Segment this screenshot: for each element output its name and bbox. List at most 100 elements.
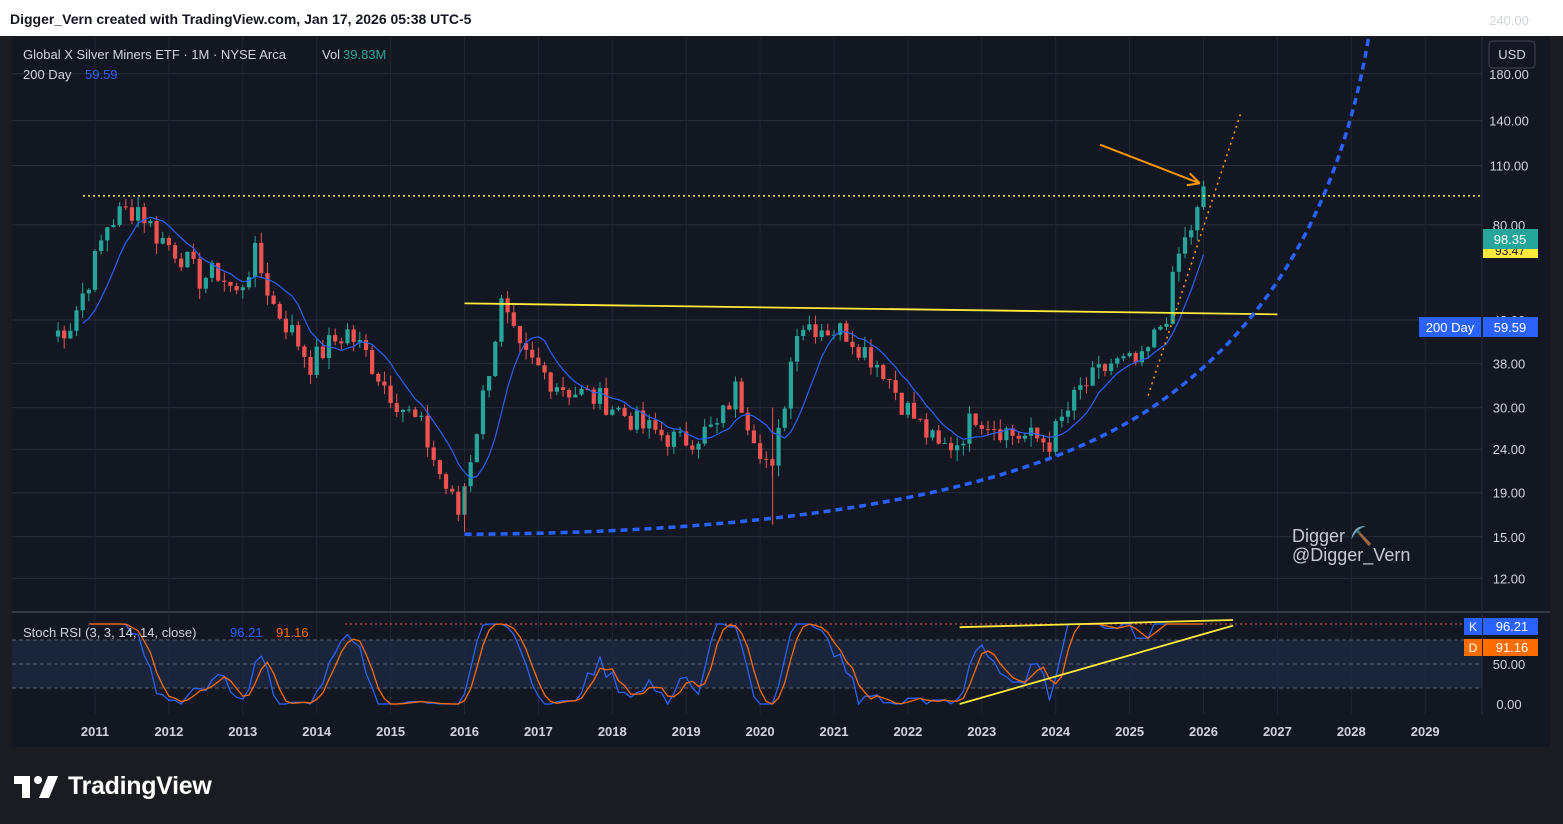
candle-body (480, 390, 486, 435)
candle-body (320, 346, 325, 359)
candle-body (376, 373, 381, 382)
candle-body (604, 388, 609, 415)
candle-body (942, 443, 947, 445)
time-tick-label: 2025 (1115, 724, 1144, 739)
candle-body (1176, 253, 1181, 272)
stoch-drawings (959, 619, 1234, 705)
candle-body (610, 409, 615, 415)
watermark-name: Digger ⛏️ (1292, 525, 1372, 546)
candle-body (924, 419, 929, 438)
overlays (82, 37, 1482, 537)
candle-body (456, 491, 461, 515)
candle-body (776, 427, 781, 466)
candle-body (265, 273, 270, 296)
stoch-k-value: 96.21 (230, 625, 263, 640)
ma-legend-value: 59.59 (85, 67, 118, 82)
tradingview-logo-icon (14, 775, 58, 798)
time-axis[interactable]: 2011 2012 2013 2014 2015 2016 2017 2018 2019 2020… (81, 724, 1440, 739)
candle-body (868, 347, 874, 368)
candle-body (55, 330, 61, 337)
footer (0, 747, 1563, 824)
candle-body (677, 431, 683, 433)
stoch-d-tag: D 91.16 (1464, 639, 1538, 656)
candle-body (536, 357, 541, 366)
candle-body (209, 262, 215, 278)
symbol-title: Global X Silver Miners ETF · 1M · NYSE A… (23, 47, 287, 62)
candle-body (406, 409, 412, 411)
price-tick-label: 240.00 (1489, 13, 1529, 28)
candles (55, 180, 1206, 532)
candle-body (228, 281, 233, 286)
candle-body (622, 407, 627, 416)
price-tick-label: 110.00 (1490, 159, 1529, 174)
candle-body (819, 330, 824, 338)
candle-body (647, 420, 652, 429)
candle-body (782, 408, 787, 428)
candle-body (1145, 347, 1151, 352)
svg-text:91.16: 91.16 (1496, 640, 1529, 655)
candle-body (702, 426, 707, 444)
candle-body (684, 431, 689, 446)
time-tick-label: 2013 (228, 724, 257, 739)
candle-body (1010, 428, 1015, 436)
candle-body (1133, 353, 1138, 363)
candle-body (388, 385, 393, 404)
candle-body (899, 392, 904, 415)
candle-body (1059, 416, 1064, 422)
candle-body (1195, 207, 1200, 231)
candle-body (653, 420, 658, 430)
candle-body (302, 346, 307, 358)
candle-body (142, 207, 147, 224)
candle-body (505, 298, 510, 313)
candle-body (955, 445, 960, 451)
candle-body (308, 357, 313, 375)
candle-body (1201, 186, 1206, 208)
tradingview-logo[interactable]: TradingView (14, 772, 212, 801)
stoch-rising-trendline (959, 624, 1234, 705)
time-tick-label: 2012 (154, 724, 183, 739)
candle-body (708, 424, 713, 427)
candle-body (1084, 385, 1089, 387)
svg-text:96.21: 96.21 (1496, 619, 1529, 634)
stoch-top-trendline (959, 619, 1234, 629)
candle-body (1170, 271, 1175, 324)
candle-body (111, 224, 116, 228)
svg-text:59.59: 59.59 (1494, 320, 1527, 335)
time-tick-label: 2020 (746, 724, 775, 739)
candle-body (1022, 435, 1028, 439)
stoch-label: Stoch RSI (3, 3, 14, 14, close) (23, 625, 196, 640)
time-tick-label: 2029 (1411, 724, 1440, 739)
candle-body (92, 250, 98, 290)
svg-text:USD: USD (1498, 47, 1525, 62)
header-bar: Digger_Vern created with TradingView.com… (0, 0, 1563, 36)
candle-body (634, 410, 640, 430)
candle-body (1016, 435, 1021, 439)
candle-body (573, 394, 578, 398)
candle-body (905, 402, 910, 415)
currency-button[interactable]: USD (1488, 40, 1536, 69)
arrow-shaft (1099, 143, 1201, 185)
candle-body (129, 207, 135, 221)
candle-body (166, 238, 171, 246)
candle-body (1047, 442, 1052, 452)
candle-body (357, 340, 362, 342)
candle-body (764, 458, 769, 460)
candle-body (967, 413, 972, 444)
candle-body (690, 445, 695, 450)
time-tick-label: 2011 (81, 724, 109, 739)
time-tick-label: 2024 (1041, 724, 1071, 739)
price-tick-label: 38.00 (1493, 357, 1526, 372)
candle-body (801, 329, 806, 337)
candle-body (788, 361, 793, 409)
candle-body (671, 431, 676, 447)
stoch-k-line (88, 623, 1204, 706)
candle-body (443, 474, 449, 489)
candle-body (333, 335, 338, 342)
chart-area[interactable] (12, 37, 1550, 747)
price-tick-label: 140.00 (1489, 114, 1529, 129)
candle-body (148, 220, 153, 224)
time-tick-label: 2014 (302, 724, 332, 739)
price-axis[interactable]: 12.0015.0019.0024.0030.0038.0048.0080.00… (1489, 13, 1529, 586)
time-tick-label: 2019 (672, 724, 701, 739)
